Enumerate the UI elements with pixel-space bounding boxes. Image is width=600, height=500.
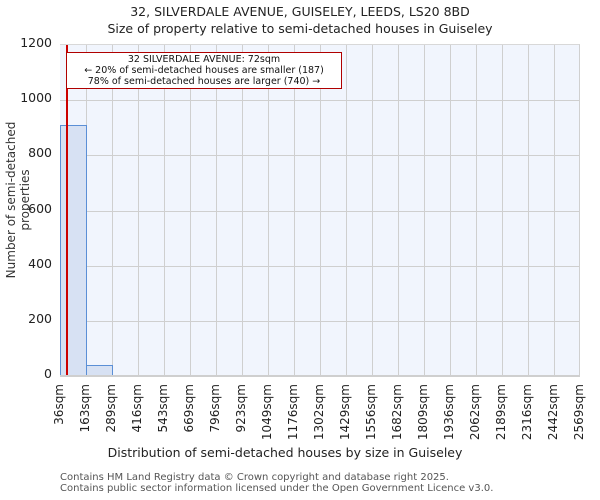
- x-tick-label: 2189sqm: [494, 384, 508, 441]
- x-axis-label: Distribution of semi-detached houses by …: [107, 445, 463, 460]
- vertical-gridline: [372, 45, 373, 375]
- vertical-gridline: [164, 45, 165, 375]
- y-tick-label: 1000: [20, 90, 52, 106]
- plot-area: 32 SILVERDALE AVENUE: 72sqm ← 20% of sem…: [60, 44, 580, 375]
- y-tick-label: 1200: [20, 35, 52, 50]
- x-tick-label: 289sqm: [104, 384, 118, 433]
- y-tick-label: 400: [28, 255, 52, 271]
- vertical-gridline: [294, 45, 295, 375]
- x-axis-line: [60, 375, 580, 377]
- x-tick-label: 1682sqm: [390, 384, 404, 441]
- property-marker-line: [66, 45, 69, 375]
- footer-line-1: Contains HM Land Registry data © Crown c…: [60, 472, 449, 483]
- annotation-box: 32 SILVERDALE AVENUE: 72sqm ← 20% of sem…: [66, 52, 342, 89]
- vertical-gridline: [112, 45, 113, 375]
- x-tick-label: 543sqm: [156, 384, 170, 433]
- horizontal-gridline: [60, 265, 579, 267]
- x-tick-label: 1556sqm: [364, 384, 378, 441]
- x-tick-label: 2062sqm: [468, 384, 482, 441]
- histogram-bar: [86, 365, 113, 375]
- vertical-gridline: [502, 45, 503, 375]
- horizontal-gridline: [60, 100, 579, 102]
- vertical-gridline: [450, 45, 451, 375]
- y-tick-label: 0: [44, 366, 52, 381]
- x-tick-label: 923sqm: [234, 384, 248, 433]
- annotation-line-2: ← 20% of semi-detached houses are smalle…: [84, 65, 324, 76]
- y-tick-label: 800: [28, 145, 52, 161]
- x-tick-label: 163sqm: [78, 384, 92, 433]
- annotation-line-3: 78% of semi-detached houses are larger (…: [87, 76, 321, 87]
- x-tick-label: 796sqm: [208, 384, 222, 433]
- vertical-gridline: [476, 45, 477, 375]
- vertical-gridline: [398, 45, 399, 375]
- horizontal-gridline: [60, 155, 579, 157]
- vertical-gridline: [242, 45, 243, 375]
- x-tick-label: 2569sqm: [572, 384, 586, 441]
- footer-line-2: Contains public sector information licen…: [60, 483, 494, 494]
- horizontal-gridline: [60, 320, 579, 322]
- vertical-gridline: [138, 45, 139, 375]
- x-tick-label: 1176sqm: [286, 384, 300, 441]
- chart-subtitle: Size of property relative to semi-detach…: [107, 21, 493, 36]
- annotation-line-1: 32 SILVERDALE AVENUE: 72sqm: [127, 54, 281, 65]
- x-tick-label: 1809sqm: [416, 384, 430, 441]
- y-tick-label: 600: [28, 200, 52, 216]
- x-tick-label: 669sqm: [182, 384, 196, 433]
- vertical-gridline: [216, 45, 217, 375]
- x-tick-label: 1302sqm: [312, 384, 326, 441]
- x-tick-label: 36sqm: [52, 384, 66, 425]
- x-tick-label: 1936sqm: [442, 384, 456, 441]
- horizontal-gridline: [60, 210, 579, 212]
- vertical-gridline: [190, 45, 191, 375]
- vertical-gridline: [268, 45, 269, 375]
- x-tick-label: 2316sqm: [520, 384, 534, 441]
- x-tick-label: 1049sqm: [260, 384, 274, 441]
- vertical-gridline: [554, 45, 555, 375]
- vertical-gridline: [346, 45, 347, 375]
- vertical-gridline: [424, 45, 425, 375]
- x-tick-label: 2442sqm: [546, 384, 560, 441]
- x-tick-label: 416sqm: [130, 384, 144, 433]
- histogram-bar: [60, 125, 87, 375]
- vertical-gridline: [320, 45, 321, 375]
- y-tick-label: 200: [28, 310, 52, 326]
- chart-title: 32, SILVERDALE AVENUE, GUISELEY, LEEDS, …: [130, 4, 470, 19]
- x-tick-label: 1429sqm: [338, 384, 352, 441]
- vertical-gridline: [528, 45, 529, 375]
